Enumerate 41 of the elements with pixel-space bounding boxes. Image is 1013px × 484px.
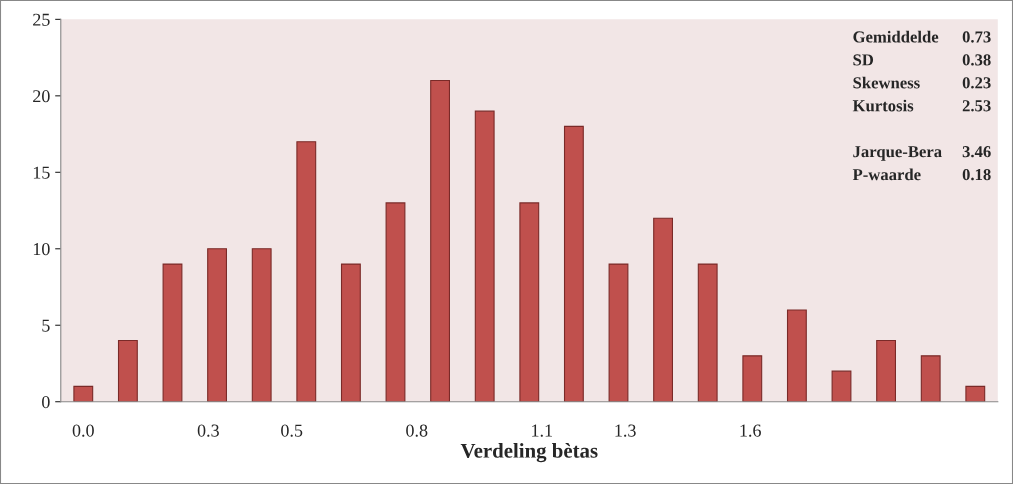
y-tick-label: 10 <box>33 243 50 256</box>
text: SD 0.38 <box>853 54 991 66</box>
bar <box>742 355 763 402</box>
bar <box>831 370 852 402</box>
bar <box>296 141 317 402</box>
x-tick-label: 1.6 <box>740 424 761 437</box>
bar <box>876 339 897 402</box>
bar <box>519 202 540 402</box>
bar <box>207 248 228 402</box>
text: Kurtosis 2.53 <box>852 99 991 112</box>
text: P-waarde 0.18 <box>852 168 991 181</box>
text: Jarque-Bera 3.46 <box>853 146 991 161</box>
y-tick-label: 25 <box>33 13 50 26</box>
bar <box>73 385 94 402</box>
y-tick-label: 0 <box>42 395 50 409</box>
bar <box>162 263 183 402</box>
bar <box>563 125 584 402</box>
y-tick-label: 20 <box>33 90 50 103</box>
y-tick-label: 5 <box>42 319 50 332</box>
bar <box>430 79 451 402</box>
x-tick-label: 0.0 <box>72 424 94 437</box>
bar <box>697 263 718 402</box>
bar <box>786 309 807 402</box>
x-tick-label: 1.3 <box>615 424 636 437</box>
bar <box>117 339 138 402</box>
x-axis-title: Verdeling bètas <box>460 443 598 463</box>
text: Skewness 0.23 <box>853 76 991 89</box>
y-tick-label: 15 <box>33 166 50 179</box>
bar <box>920 355 941 402</box>
bar <box>385 202 406 402</box>
bar <box>474 110 495 402</box>
x-tick-label: 1.1 <box>532 424 552 437</box>
bar <box>965 385 986 402</box>
x-tick-label: 0.3 <box>197 424 219 437</box>
bar <box>608 263 629 402</box>
x-tick-label: 0.5 <box>281 424 303 437</box>
bar <box>251 248 272 402</box>
text: Gemiddelde 0.73 <box>853 30 991 43</box>
x-tick-label: 0.8 <box>406 424 428 437</box>
bar <box>653 217 674 402</box>
bar <box>340 263 361 402</box>
